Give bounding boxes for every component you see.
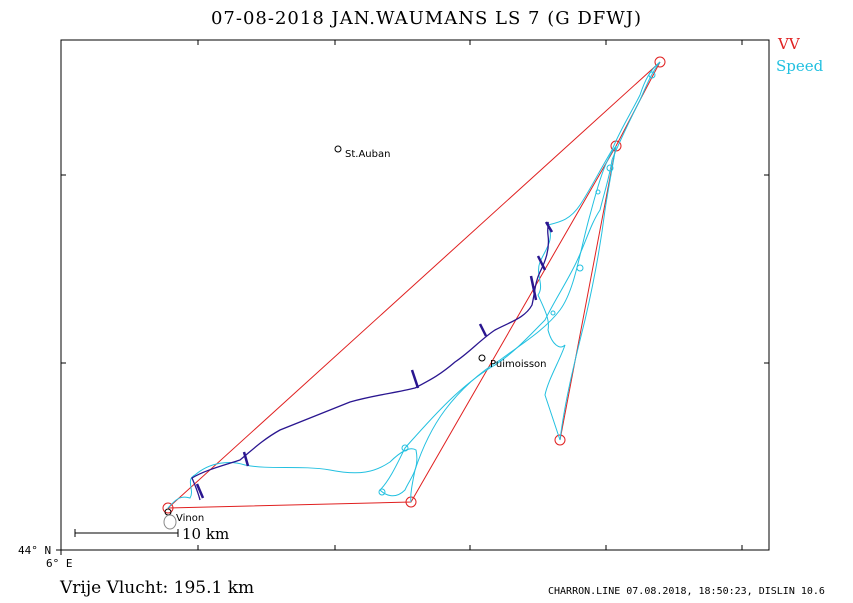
svg-text:St.Auban: St.Auban: [345, 149, 390, 160]
latitude-label: 44° N: [18, 544, 52, 557]
place-puimoisson: Puimoisson: [478, 354, 546, 370]
legend-speed: Speed: [776, 57, 824, 75]
scale-bar: 10 km: [74, 525, 229, 543]
climb-track: [191, 221, 554, 501]
place-vinon: Vinon: [164, 508, 204, 524]
map-title: 07-08-2018 JAN.WAUMANS LS 7 (G DFWJ): [210, 8, 642, 29]
scale-label: 10 km: [182, 525, 229, 543]
task-route: [162, 56, 666, 514]
glider-icon: [163, 514, 177, 530]
distance-summary: Vrije Vlucht: 195.1 km: [60, 578, 255, 598]
legend-vv: VV: [778, 35, 800, 53]
speed-track: [167, 61, 661, 509]
place-st-auban: St.Auban: [334, 145, 390, 160]
map-frame: [60, 39, 770, 551]
svg-text:Vinon: Vinon: [176, 513, 204, 524]
svg-text:Puimoisson: Puimoisson: [490, 359, 546, 370]
file-info: CHARRON.LINE 07.08.2018, 18:50:23, DISLI…: [548, 586, 825, 597]
longitude-label: 6° E: [46, 557, 73, 570]
axis-ticks: [56, 40, 769, 555]
